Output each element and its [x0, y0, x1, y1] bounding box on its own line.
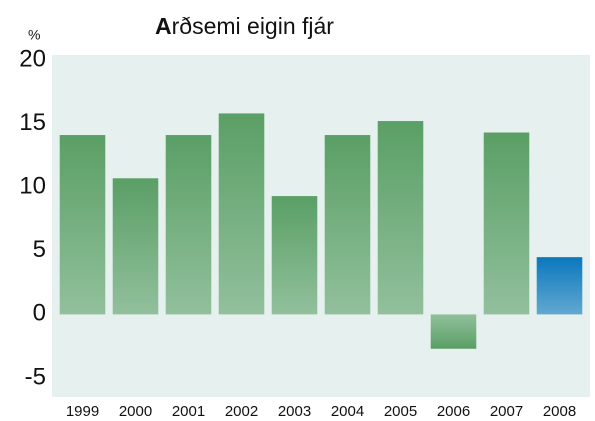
bar: [271, 196, 318, 315]
x-tick-label: 2003: [278, 403, 311, 420]
y-tick-label: -5: [25, 363, 46, 390]
x-tick-label: 2006: [437, 403, 470, 420]
bar: [112, 178, 159, 315]
y-tick-label: 0: [33, 300, 46, 327]
x-tick-label: 2004: [331, 403, 364, 420]
x-tick-label: 2002: [225, 403, 258, 420]
y-tick-label: 20: [19, 45, 46, 72]
bar: [59, 135, 106, 315]
x-tick-label: 2008: [543, 403, 576, 420]
chart-title: Arðsemi eigin fjár: [155, 13, 334, 39]
y-tick-label: 15: [19, 109, 46, 136]
y-tick-label: 5: [33, 236, 46, 263]
bar: [218, 113, 265, 315]
y-tick-label: 10: [19, 173, 46, 200]
bar: [165, 135, 212, 315]
x-tick-label: 2001: [172, 403, 205, 420]
bar: [483, 132, 530, 315]
x-tick-label: 2007: [490, 403, 523, 420]
x-tick-label: 2005: [384, 403, 417, 420]
bar: [377, 121, 424, 315]
x-tick-label: 2000: [119, 403, 152, 420]
x-tick-label: 1999: [66, 403, 99, 420]
bar: [430, 314, 477, 349]
bar: [536, 257, 583, 315]
bar: [324, 135, 371, 315]
y-unit: %: [28, 27, 40, 43]
